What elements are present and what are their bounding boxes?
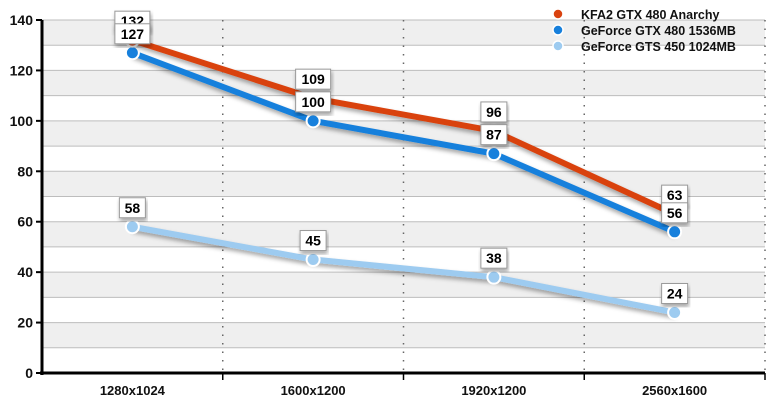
- data-label-box: [118, 197, 146, 219]
- data-point: [667, 224, 683, 240]
- grid-band: [42, 20, 765, 46]
- data-label: 96: [486, 104, 502, 120]
- data-label: 109: [301, 71, 325, 87]
- data-label: 63: [667, 187, 683, 203]
- series-line: [131, 223, 676, 316]
- x-tick-label: 1920x1200: [461, 383, 526, 398]
- data-point: [305, 113, 321, 129]
- legend-swatch-marker: [552, 8, 564, 20]
- data-point: [667, 304, 683, 320]
- grid-band: [42, 171, 765, 197]
- y-tick-label: 0: [25, 365, 33, 381]
- data-label-box: [480, 247, 508, 269]
- data-label-box: [661, 282, 689, 304]
- y-tick-label: 40: [17, 264, 33, 280]
- data-label: 87: [486, 127, 502, 143]
- x-tick-label: 2560x1600: [642, 383, 707, 398]
- data-label-box: [299, 230, 327, 252]
- data-label-box: [480, 101, 508, 123]
- data-label: 56: [667, 205, 683, 221]
- data-label-box: [114, 23, 151, 45]
- data-label: 100: [301, 94, 325, 110]
- data-point: [486, 269, 502, 285]
- data-label-box: [661, 202, 689, 224]
- x-tick-label: 1600x1200: [281, 383, 346, 398]
- series-line: [131, 37, 676, 217]
- data-point: [124, 219, 140, 235]
- grid-band: [42, 120, 765, 147]
- data-label: 127: [121, 26, 145, 42]
- y-tick-label: 60: [17, 214, 33, 230]
- legend-swatch-marker: [552, 40, 564, 52]
- data-point: [486, 146, 502, 162]
- grid-band: [42, 70, 765, 96]
- y-tick-label: 80: [17, 163, 33, 179]
- y-tick-label: 20: [17, 315, 33, 331]
- data-label-box: [295, 91, 332, 113]
- y-tick-label: 140: [10, 12, 34, 28]
- y-tick-label: 120: [10, 62, 34, 78]
- data-label: 58: [125, 200, 141, 216]
- data-label: 24: [667, 285, 683, 301]
- legend-label: KFA2 GTX 480 Anarchy: [581, 8, 720, 22]
- legend-label: GeForce GTX 480 1536MB: [581, 24, 736, 38]
- x-tick-label: 1280x1024: [100, 383, 166, 398]
- data-label: 45: [305, 233, 321, 249]
- data-point: [305, 252, 321, 268]
- data-label: 38: [486, 250, 502, 266]
- y-tick-label: 100: [10, 113, 34, 129]
- data-point: [124, 45, 140, 61]
- data-label-box: [295, 68, 332, 90]
- legend-swatch-marker: [552, 24, 564, 36]
- series-line: [131, 49, 676, 235]
- data-label-box: [480, 124, 508, 146]
- legend-label: GeForce GTS 450 1024MB: [581, 40, 736, 54]
